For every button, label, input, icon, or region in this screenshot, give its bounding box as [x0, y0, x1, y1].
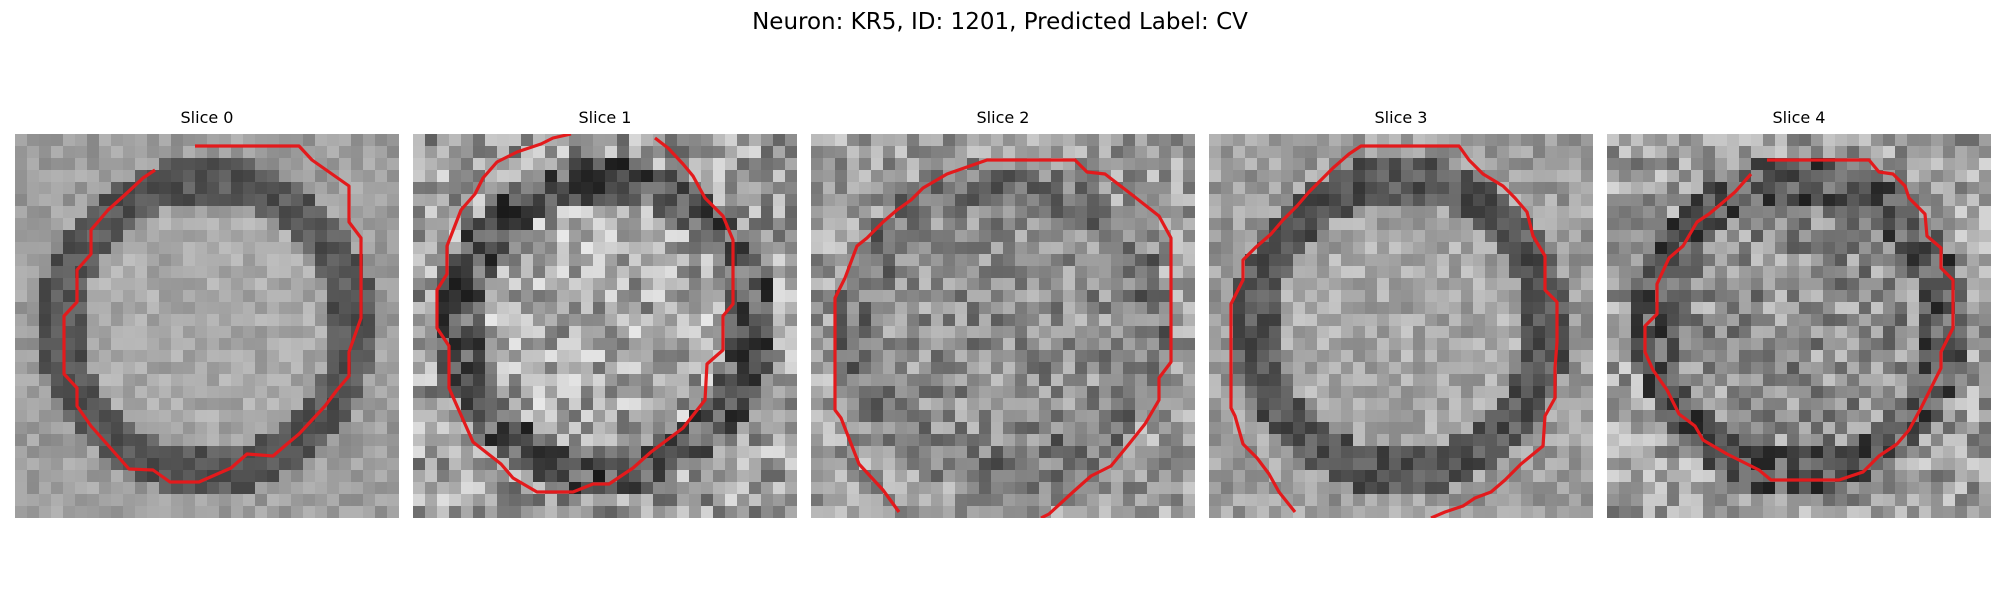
slice-1-contour	[435, 134, 735, 494]
panel-slice-1	[413, 134, 797, 518]
slice-0-contour	[62, 144, 363, 484]
slice-4-image	[1607, 134, 1991, 518]
slice-4-contour	[1643, 158, 1955, 482]
panel-slice-4	[1607, 134, 1991, 518]
slice-2-contour	[833, 158, 1173, 518]
panel-title-slice-2: Slice 2	[976, 108, 1030, 127]
slice-2-image	[811, 134, 1195, 518]
figure-title: Neuron: KR5, ID: 1201, Predicted Label: …	[752, 9, 1248, 35]
panel-slice-0	[15, 134, 399, 518]
panel-title-slice-4: Slice 4	[1772, 108, 1826, 127]
panel-title-slice-0: Slice 0	[180, 108, 234, 127]
contour-line	[1643, 158, 1955, 482]
contour-line	[1229, 144, 1559, 518]
panel-title-slice-1: Slice 1	[578, 108, 632, 127]
slice-3-contour	[1229, 144, 1559, 518]
slice-3-image	[1209, 134, 1593, 518]
contour-line	[435, 134, 735, 494]
contour-line	[62, 144, 363, 484]
contour-line	[833, 158, 1173, 518]
slice-0-image	[15, 134, 399, 518]
panel-title-slice-3: Slice 3	[1374, 108, 1428, 127]
slice-1-image	[413, 134, 797, 518]
panel-slice-2	[811, 134, 1195, 518]
panel-slice-3	[1209, 134, 1593, 518]
